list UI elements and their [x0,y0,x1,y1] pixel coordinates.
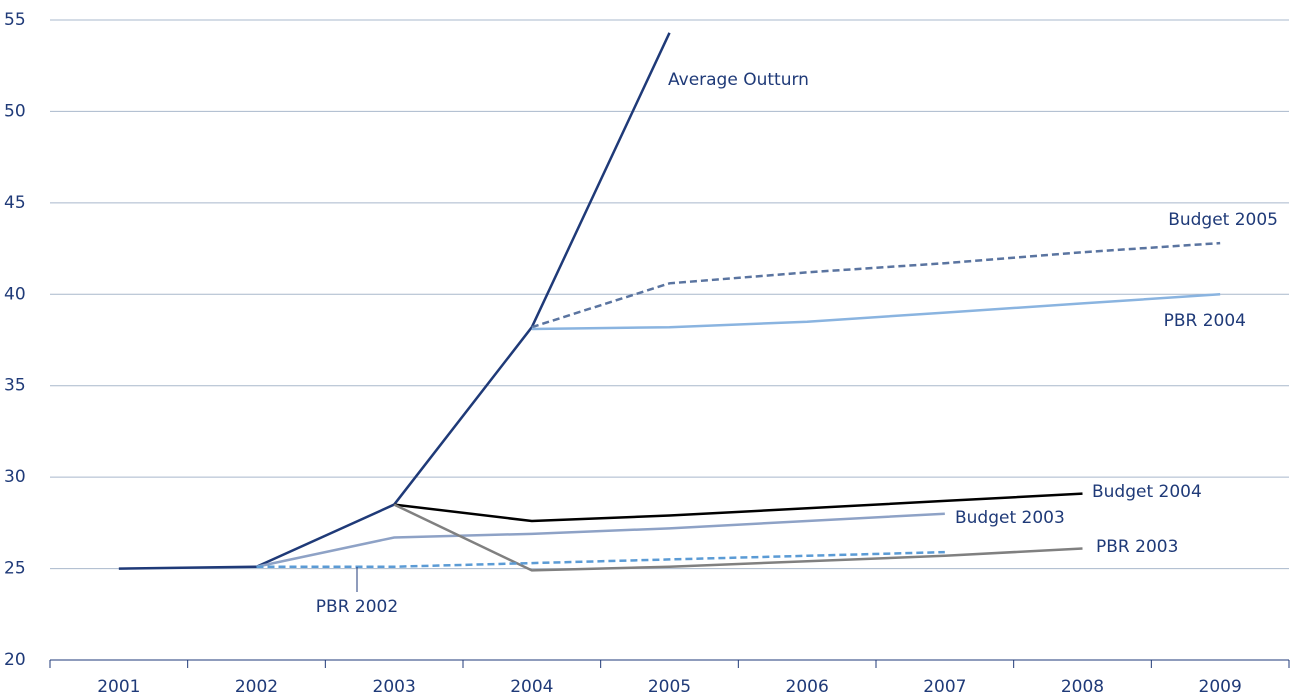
series-line [394,492,1083,523]
x-tick-label: 2009 [1199,677,1242,696]
series-line [256,512,945,568]
x-tick-label: 2004 [510,677,553,696]
x-tick-label: 2008 [1061,677,1104,696]
x-tick-label: 2002 [235,677,278,696]
y-tick-label: 30 [4,467,26,487]
x-tick-label: 2001 [97,677,140,696]
series-label: Budget 2003 [955,508,1065,528]
series-label: Budget 2004 [1092,482,1202,502]
series-line [256,550,945,568]
series-label: PBR 2004 [1164,311,1246,331]
y-tick-label: 20 [4,650,26,670]
series-label: PBR 2003 [1096,537,1178,557]
x-tick-label: 2006 [786,677,829,696]
series-line [531,293,1221,331]
y-tick-label: 55 [4,10,26,30]
y-tick-label: 35 [4,376,26,396]
series-label: PBR 2002 [316,597,398,617]
y-tick-label: 45 [4,193,26,213]
series-label: Average Outturn [668,70,809,90]
x-tick-label: 2005 [648,677,691,696]
y-tick-label: 50 [4,101,26,121]
series-line [393,503,1083,572]
x-tick-label: 2007 [923,677,966,696]
series-line [531,241,1221,329]
series-label: Budget 2005 [1168,210,1278,230]
x-tick-label: 2003 [373,677,416,696]
series-line [118,32,671,570]
y-tick-label: 40 [4,284,26,304]
y-tick-label: 25 [4,559,26,579]
